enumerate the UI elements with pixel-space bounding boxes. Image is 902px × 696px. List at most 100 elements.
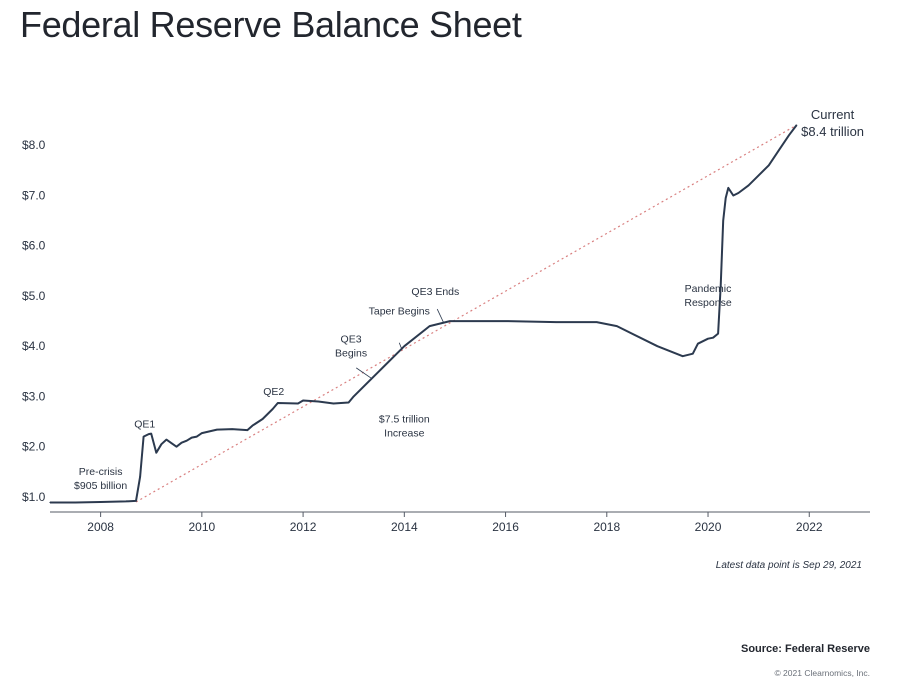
data-point (768, 164, 770, 166)
annotation-leader (436, 308, 445, 324)
data-point (596, 321, 598, 323)
annotation-leader (398, 342, 403, 350)
data-point (479, 320, 481, 322)
y-tick-label: $5.0 (22, 289, 46, 303)
data-point (302, 399, 304, 402)
annotation-label: $905 billion (74, 480, 127, 492)
x-tick-label: 2014 (391, 520, 418, 534)
y-tick-label: $6.0 (22, 239, 46, 253)
chart-title: Federal Reserve Balance Sheet (20, 4, 522, 45)
y-tick-label: $1.0 (22, 490, 46, 504)
data-point (403, 345, 405, 347)
y-tick-label: $4.0 (22, 339, 46, 353)
data-point (717, 333, 719, 335)
data-point (707, 338, 709, 340)
x-tick-label: 2010 (189, 520, 216, 534)
data-point (796, 124, 798, 126)
data-point (135, 500, 137, 502)
y-axis: $1.0 $2.0 $3.0 $4.0 $5.0 $6.0 $7.0 $8.0 (22, 138, 46, 504)
annotations: Pre-crisis $905 billion QE1 QE2 QE3 Begins Tap… (74, 107, 864, 492)
copyright-label: © 2021 Clearnomics, Inc. (774, 668, 870, 678)
data-point (747, 184, 750, 187)
annotation-label: QE3 Ends (411, 286, 459, 298)
data-point (150, 433, 152, 435)
data-point (186, 440, 188, 442)
data-point (297, 402, 299, 405)
plot-area (49, 124, 798, 504)
annotation-label: $7.5 trillion (379, 414, 430, 426)
annotation-label: Pre-crisis (79, 466, 123, 478)
data-point (449, 320, 451, 322)
current-value-label: Current (811, 107, 855, 122)
annotation-label: Increase (384, 428, 424, 440)
data-point (555, 321, 557, 323)
y-tick-label: $2.0 (22, 440, 46, 454)
data-point (504, 320, 507, 322)
data-point (175, 446, 178, 448)
data-point (143, 436, 145, 438)
data-point (725, 197, 727, 199)
data-point (165, 439, 168, 441)
data-point (429, 325, 431, 327)
data-point (155, 452, 157, 454)
annotation-label: Begins (335, 347, 367, 359)
data-point (778, 149, 780, 151)
current-value-label: $8.4 trillion (801, 124, 864, 139)
data-point (231, 428, 233, 430)
data-point (720, 285, 722, 287)
annotation-label: QE2 (263, 386, 284, 398)
data-point (160, 443, 162, 445)
x-tick-label: 2012 (290, 520, 317, 534)
data-point (125, 500, 127, 503)
x-tick-label: 2008 (87, 520, 114, 534)
data-point (201, 432, 203, 434)
data-point (332, 402, 335, 405)
annotation-label: QE3 (341, 333, 362, 345)
data-point (100, 501, 102, 503)
x-tick-label: 2020 (695, 520, 722, 534)
data-point (788, 134, 790, 136)
x-tick-label: 2022 (796, 520, 823, 534)
annotation-label: Taper Begins (369, 306, 430, 318)
data-point (616, 325, 618, 327)
data-point (348, 401, 350, 404)
data-point (692, 353, 694, 355)
y-tick-label: $8.0 (22, 138, 46, 152)
data-point (378, 370, 380, 372)
data-point (737, 192, 739, 194)
data-point (246, 429, 249, 431)
x-axis: 2008 2010 2012 2014 2016 2018 2020 2022 (50, 511, 870, 534)
data-point (170, 442, 173, 444)
data-point (682, 355, 684, 357)
data-point (251, 424, 254, 427)
annotation-label: QE1 (134, 419, 155, 431)
data-point (74, 501, 76, 504)
annotation-label: Response (684, 297, 731, 309)
data-point (148, 433, 150, 435)
annotation-label: Pandemic (685, 283, 732, 295)
annotation-leader (356, 367, 372, 379)
data-point (216, 429, 218, 431)
data-point (196, 436, 198, 438)
data-point (712, 337, 714, 339)
data-point (317, 400, 319, 403)
y-tick-label: $3.0 (22, 389, 46, 403)
series-line (50, 124, 798, 504)
data-point (191, 437, 193, 439)
data-point (261, 418, 264, 420)
data-point (656, 345, 659, 347)
x-tick-label: 2016 (492, 520, 519, 534)
data-point (722, 219, 724, 222)
x-tick-label: 2018 (593, 520, 620, 534)
data-point (277, 402, 279, 404)
data-point (139, 476, 141, 478)
data-point (732, 194, 734, 197)
data-point (49, 501, 51, 504)
data-point (353, 395, 355, 398)
latest-data-note: Latest data point is Sep 29, 2021 (715, 560, 862, 571)
data-point (181, 442, 183, 444)
data-point (758, 174, 760, 176)
source-label: Source: Federal Reserve (740, 643, 870, 655)
y-tick-label: $7.0 (22, 188, 46, 202)
